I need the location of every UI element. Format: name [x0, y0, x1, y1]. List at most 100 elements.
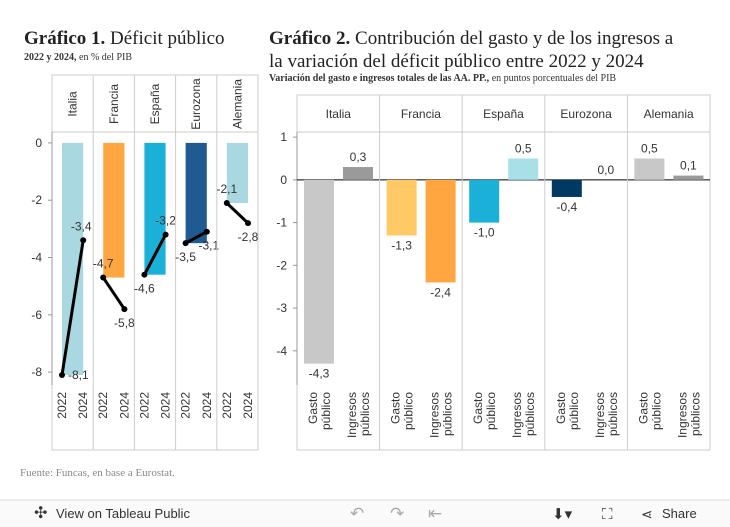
panel-header: Eurozona — [189, 78, 203, 130]
point — [100, 274, 107, 281]
bar — [103, 142, 125, 278]
value-label: -1,0 — [474, 226, 495, 240]
download[interactable]: ⬇▾ — [552, 506, 573, 523]
x-tick-label: 2022 — [55, 392, 69, 419]
value-label: -3,4 — [71, 219, 92, 233]
x-tick-label: Gasto — [306, 392, 320, 424]
bar — [673, 175, 704, 180]
share-button[interactable]: ⋖ Share — [641, 506, 697, 522]
x-tick-label: 2024 — [200, 392, 214, 419]
title-2: Gráfico 2. Contribución del gasto y de l… — [269, 28, 674, 49]
point — [121, 306, 128, 313]
line — [60, 240, 85, 376]
point — [162, 231, 169, 238]
x-tick-label: 2024 — [241, 392, 255, 419]
x-tick-label: públicos — [688, 392, 702, 436]
share-label[interactable]: Share — [662, 506, 697, 521]
line — [101, 276, 126, 310]
title: Déficit público — [110, 28, 225, 49]
x-tick-label: públicos — [441, 392, 455, 436]
title-1: Gráfico 1. Déficit público — [24, 28, 225, 49]
undo[interactable]: ↶ — [350, 504, 364, 523]
line — [225, 201, 250, 225]
y-tick-label: 0 — [35, 136, 42, 150]
panel-header: Italia — [66, 91, 80, 117]
subtitle-2: Variación del gasto e ingresos totales d… — [269, 73, 616, 84]
x-tick-label: Ingresos — [510, 392, 524, 438]
y-tick-label: 0 — [280, 173, 287, 187]
bar — [304, 179, 334, 364]
y-tick-label: -4 — [31, 250, 42, 264]
bar — [425, 179, 456, 283]
source: Fuente: Funcas, en base a Eurostat. — [20, 467, 175, 479]
value-label: -3,5 — [175, 250, 196, 264]
x-tick-label: público — [319, 392, 333, 430]
icon: ⋖ — [641, 506, 653, 522]
title-prefix: Gráfico 1. — [24, 28, 105, 49]
value-label: 0,1 — [680, 159, 697, 173]
value-label: -0,4 — [556, 200, 577, 214]
x-tick-label: 2022 — [220, 392, 234, 419]
x-tick-label: públicos — [358, 392, 372, 436]
value-label: -2,8 — [238, 230, 259, 244]
bar — [469, 179, 500, 223]
x-tick-label: 2022 — [179, 392, 193, 419]
y-tick-label: -1 — [276, 216, 287, 230]
bar — [551, 179, 582, 197]
x-tick-label: Ingresos — [593, 392, 607, 438]
panel-header: Italia — [326, 107, 352, 121]
icon: ✣ — [34, 505, 47, 522]
point — [141, 271, 148, 278]
point — [182, 240, 189, 247]
panel-header: Eurozona — [560, 107, 612, 121]
y-tick-label: -3 — [276, 301, 287, 315]
value-label: 0,0 — [597, 163, 614, 177]
value-label: -4,7 — [93, 257, 114, 271]
view-label[interactable]: View on Tableau Public — [56, 506, 190, 521]
x-tick-label: Gasto — [554, 392, 568, 424]
view-button[interactable]: ✣ View on Tableau Public — [34, 505, 190, 522]
x-tick-label: 2024 — [117, 392, 131, 419]
panel-header: Francia — [107, 84, 121, 124]
x-tick-label: público — [402, 392, 416, 430]
panel-header: Alemania — [644, 107, 694, 121]
line — [143, 233, 167, 276]
redo[interactable]: ↷ — [390, 504, 404, 523]
bar — [508, 158, 539, 180]
bar — [185, 142, 207, 244]
value-label: -3,2 — [155, 214, 176, 228]
x-tick-label: Ingresos — [675, 392, 689, 438]
x-tick-label: 2024 — [76, 392, 90, 419]
x-tick-label: Gasto — [636, 392, 650, 424]
subtitle: en puntos porcentuales del PIB — [492, 73, 617, 84]
y-tick-label: -8 — [31, 365, 42, 379]
value-label: -5,8 — [114, 316, 135, 330]
fullscreen[interactable]: ⛶ — [602, 506, 613, 523]
x-tick-label: 2024 — [159, 392, 173, 419]
y-tick-label: -4 — [276, 344, 287, 358]
point — [203, 228, 210, 235]
y-tick-label: -6 — [31, 308, 42, 322]
value-label: -1,3 — [391, 238, 412, 252]
x-tick-label: 2022 — [96, 392, 110, 419]
value-label: -4,3 — [309, 367, 330, 381]
point — [245, 220, 251, 227]
x-tick-label: 2022 — [137, 392, 151, 419]
subtitle-1: 2022 y 2024, en % del PIB — [24, 52, 132, 63]
line — [184, 230, 208, 245]
panel-header: Alemania — [230, 79, 244, 129]
y-tick-label: 1 — [280, 130, 287, 144]
value-label: -3,1 — [198, 239, 219, 253]
subtitle: en % del PIB — [79, 52, 132, 63]
title-prefix: Gráfico 2. — [269, 28, 350, 49]
panel-header: España — [483, 107, 524, 121]
point — [59, 371, 65, 378]
title: Contribución del gasto y de los ingresos… — [355, 28, 674, 49]
revert[interactable]: ⇤ — [428, 504, 442, 523]
x-tick-label: Ingresos — [428, 392, 442, 438]
point — [80, 237, 87, 244]
y-tick-label: -2 — [276, 258, 287, 272]
value-label: -8,1 — [68, 368, 89, 382]
value-label: 0,5 — [641, 141, 658, 155]
